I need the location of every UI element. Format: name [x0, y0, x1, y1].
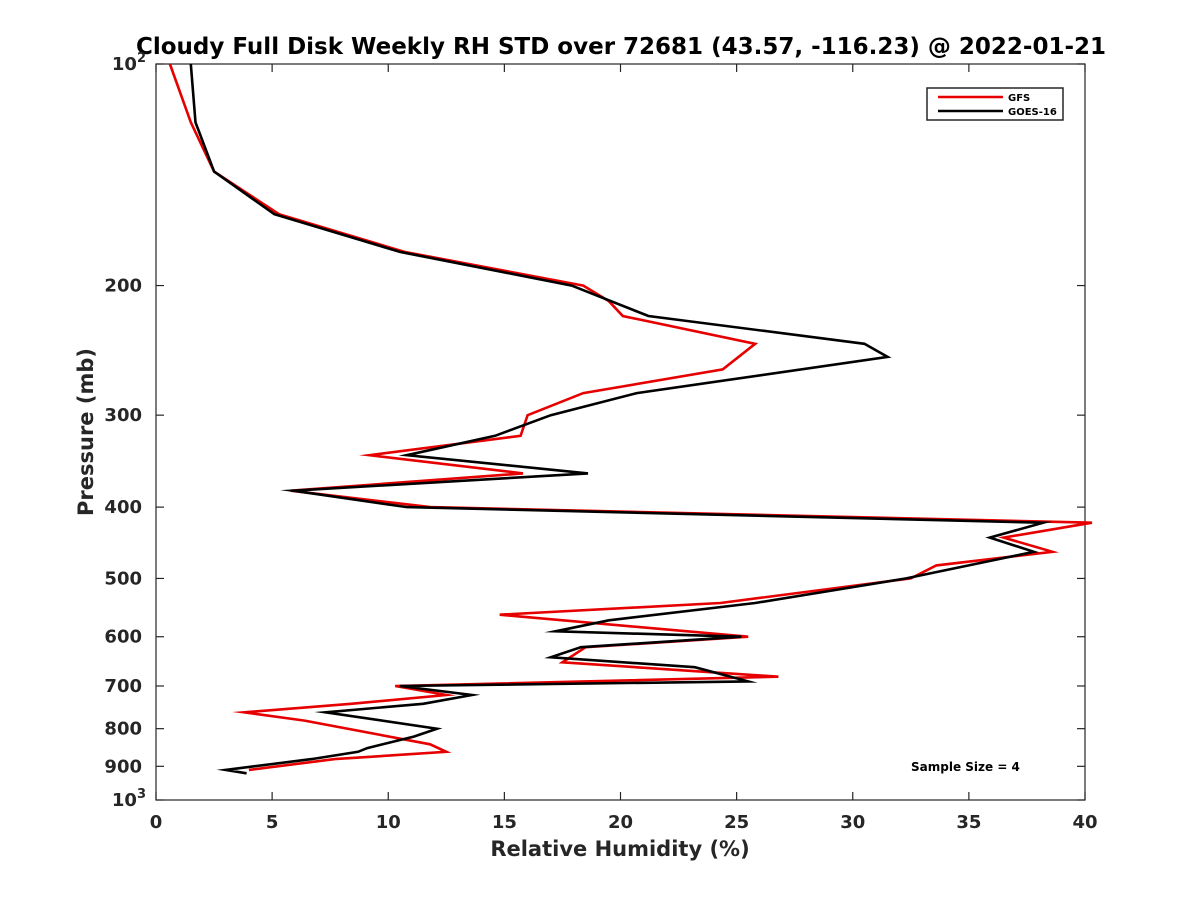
chart-title: Cloudy Full Disk Weekly RH STD over 7268… [136, 34, 1106, 60]
x-axis-ticks: 0 5 10 15 20 25 30 35 40 [150, 64, 1098, 833]
y-tick-label: 102 [112, 51, 146, 75]
legend-label-gfs: GFS [1008, 93, 1030, 104]
y-tick-label: 300 [104, 405, 142, 426]
y-tick-label: 103 [112, 787, 146, 811]
x-tick-label: 35 [956, 812, 981, 833]
sample-size-annotation: Sample Size = 4 [911, 760, 1020, 774]
x-tick-label: 5 [266, 812, 279, 833]
series-layer [168, 63, 1093, 775]
x-tick-label: 15 [492, 812, 517, 833]
y-axis-label: Pressure (mb) [74, 348, 98, 516]
x-axis-label: Relative Humidity (%) [490, 837, 749, 861]
y-tick-label: 500 [104, 568, 142, 589]
x-tick-label: 20 [608, 812, 633, 833]
legend-label-goes16: GOES-16 [1008, 107, 1057, 118]
series-line-goes16 [189, 63, 1052, 775]
y-tick-label: 800 [104, 719, 142, 740]
x-tick-label: 0 [150, 812, 163, 833]
x-tick-label: 30 [840, 812, 865, 833]
x-tick-label: 25 [724, 812, 749, 833]
legend-box [926, 87, 1064, 121]
y-axis-ticks: 102 200 300 400 500 600 700 800 900 103 [104, 51, 1085, 811]
x-tick-label: 10 [376, 812, 401, 833]
y-tick-label: 200 [104, 276, 142, 297]
legend: GFS GOES-16 [926, 87, 1064, 121]
plot-frame [155, 63, 1086, 801]
y-tick-label: 400 [104, 497, 142, 518]
y-tick-label: 600 [104, 627, 142, 648]
x-tick-label: 40 [1072, 812, 1097, 833]
y-tick-label: 900 [104, 756, 142, 777]
y-tick-label: 700 [104, 676, 142, 697]
